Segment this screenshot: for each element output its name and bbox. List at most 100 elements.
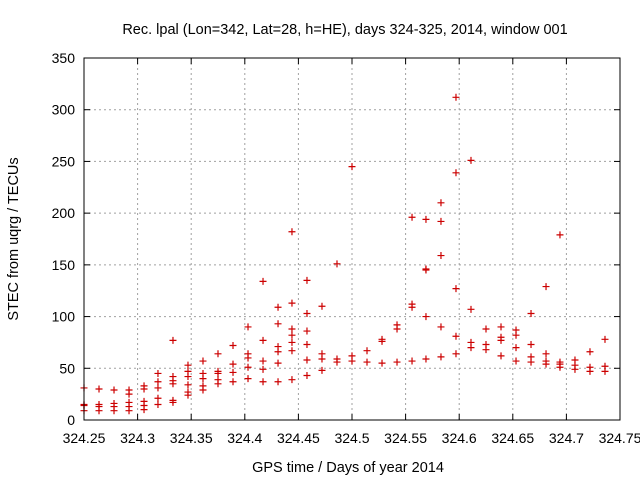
data-point	[512, 331, 520, 339]
data-point	[259, 378, 267, 386]
data-point	[422, 215, 430, 223]
data-point	[274, 303, 282, 311]
data-point	[437, 252, 445, 260]
data-point	[259, 277, 267, 285]
data-point	[154, 400, 162, 408]
data-point	[140, 406, 148, 414]
data-point	[259, 365, 267, 373]
y-tick-label: 150	[52, 257, 76, 273]
data-point	[408, 303, 416, 311]
data-point	[422, 313, 430, 321]
data-point	[497, 336, 505, 344]
data-point	[274, 320, 282, 328]
data-point	[184, 373, 192, 381]
data-point	[333, 260, 341, 268]
data-point	[140, 385, 148, 393]
data-point	[154, 378, 162, 386]
data-point	[527, 340, 535, 348]
data-point	[244, 375, 252, 383]
x-tick-label: 324.45	[277, 430, 320, 446]
data-point	[169, 398, 177, 406]
data-point	[229, 378, 237, 386]
chart-title: Rec. lpal (Lon=342, Lat=28, h=HE), days …	[122, 22, 567, 38]
data-point	[527, 358, 535, 366]
data-point	[452, 285, 460, 293]
x-tick-label: 324.7	[549, 430, 584, 446]
data-point	[527, 309, 535, 317]
data-point	[437, 353, 445, 361]
data-point	[125, 390, 133, 398]
data-point	[333, 358, 341, 366]
data-point	[348, 163, 356, 171]
data-point	[214, 369, 222, 377]
data-point	[154, 384, 162, 392]
data-point	[393, 358, 401, 366]
x-axis-label: GPS time / Days of year 2014	[252, 460, 444, 476]
data-point	[467, 305, 475, 313]
data-point	[274, 348, 282, 356]
data-point	[363, 358, 371, 366]
data-point	[497, 323, 505, 331]
data-point	[288, 331, 296, 339]
data-point	[95, 407, 103, 415]
x-tick-label: 324.6	[442, 430, 477, 446]
data-point	[512, 344, 520, 352]
data-point	[556, 363, 564, 371]
data-point	[408, 213, 416, 221]
data-point	[452, 169, 460, 177]
data-point	[214, 350, 222, 358]
data-point	[318, 355, 326, 363]
data-point	[318, 302, 326, 310]
y-axis-label: STEC from uqrg / TECUs	[6, 157, 22, 320]
data-point	[199, 375, 207, 383]
data-point	[229, 342, 237, 350]
x-tick-label: 324.35	[170, 430, 213, 446]
data-point	[154, 394, 162, 402]
data-point	[408, 357, 416, 365]
data-point	[467, 156, 475, 164]
data-point	[288, 325, 296, 333]
data-point	[125, 407, 133, 415]
data-point	[169, 380, 177, 388]
data-point	[467, 344, 475, 352]
data-point	[288, 299, 296, 307]
data-point	[586, 367, 594, 375]
y-tick-label: 300	[52, 102, 76, 118]
x-tick-label: 324.5	[334, 430, 369, 446]
data-point	[601, 335, 609, 343]
data-point	[586, 348, 594, 356]
data-point	[229, 360, 237, 368]
data-point	[288, 228, 296, 236]
data-point	[184, 381, 192, 389]
data-point	[452, 332, 460, 340]
data-point	[393, 325, 401, 333]
data-point	[363, 347, 371, 355]
data-point	[318, 366, 326, 374]
data-point	[169, 336, 177, 344]
data-point	[199, 357, 207, 365]
data-point	[542, 360, 550, 368]
data-point	[542, 283, 550, 291]
data-point	[542, 350, 550, 358]
data-point	[154, 369, 162, 377]
data-point	[497, 352, 505, 360]
data-point	[244, 363, 252, 371]
x-tick-label: 324.4	[227, 430, 262, 446]
y-tick-label: 100	[52, 309, 76, 325]
x-tick-label: 324.55	[384, 430, 427, 446]
x-tick-label: 324.3	[120, 430, 155, 446]
data-point	[303, 340, 311, 348]
data-point	[288, 347, 296, 355]
data-point	[482, 325, 490, 333]
data-point	[601, 367, 609, 375]
data-point	[512, 357, 520, 365]
data-point	[274, 359, 282, 367]
data-point	[482, 346, 490, 354]
data-point	[422, 266, 430, 274]
data-point	[95, 385, 103, 393]
y-tick-label: 250	[52, 153, 76, 169]
data-point	[288, 376, 296, 384]
data-point	[110, 407, 118, 415]
ticks-layer: 324.25 324.3 324.35 324.4 324.45 324.5 324.55 3…	[52, 50, 640, 446]
